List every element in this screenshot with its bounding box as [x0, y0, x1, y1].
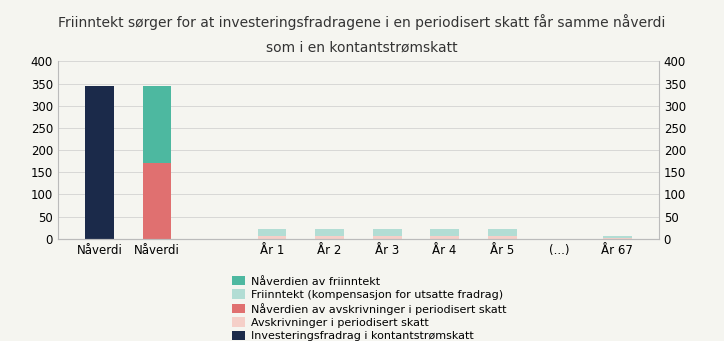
Bar	[430, 229, 459, 236]
Bar	[85, 86, 114, 239]
Bar	[488, 236, 516, 239]
Bar	[258, 236, 287, 239]
Bar	[603, 236, 631, 238]
Legend: Nåverdien av friinntekt, Friinntekt (kompensasjon for utsatte fradrag), Nåverdie: Nåverdien av friinntekt, Friinntekt (kom…	[232, 276, 506, 341]
Bar	[373, 236, 402, 239]
Bar	[143, 86, 172, 163]
Text: Friinntekt sørger for at investeringsfradragene i en periodisert skatt får samme: Friinntekt sørger for at investeringsfra…	[59, 14, 665, 30]
Bar	[373, 229, 402, 236]
Bar	[315, 229, 344, 236]
Bar	[430, 236, 459, 239]
Bar	[258, 229, 287, 236]
Bar	[315, 236, 344, 239]
Text: som i en kontantstrømskatt: som i en kontantstrømskatt	[266, 41, 458, 55]
Bar	[603, 238, 631, 239]
Bar	[143, 163, 172, 239]
Bar	[488, 229, 516, 236]
